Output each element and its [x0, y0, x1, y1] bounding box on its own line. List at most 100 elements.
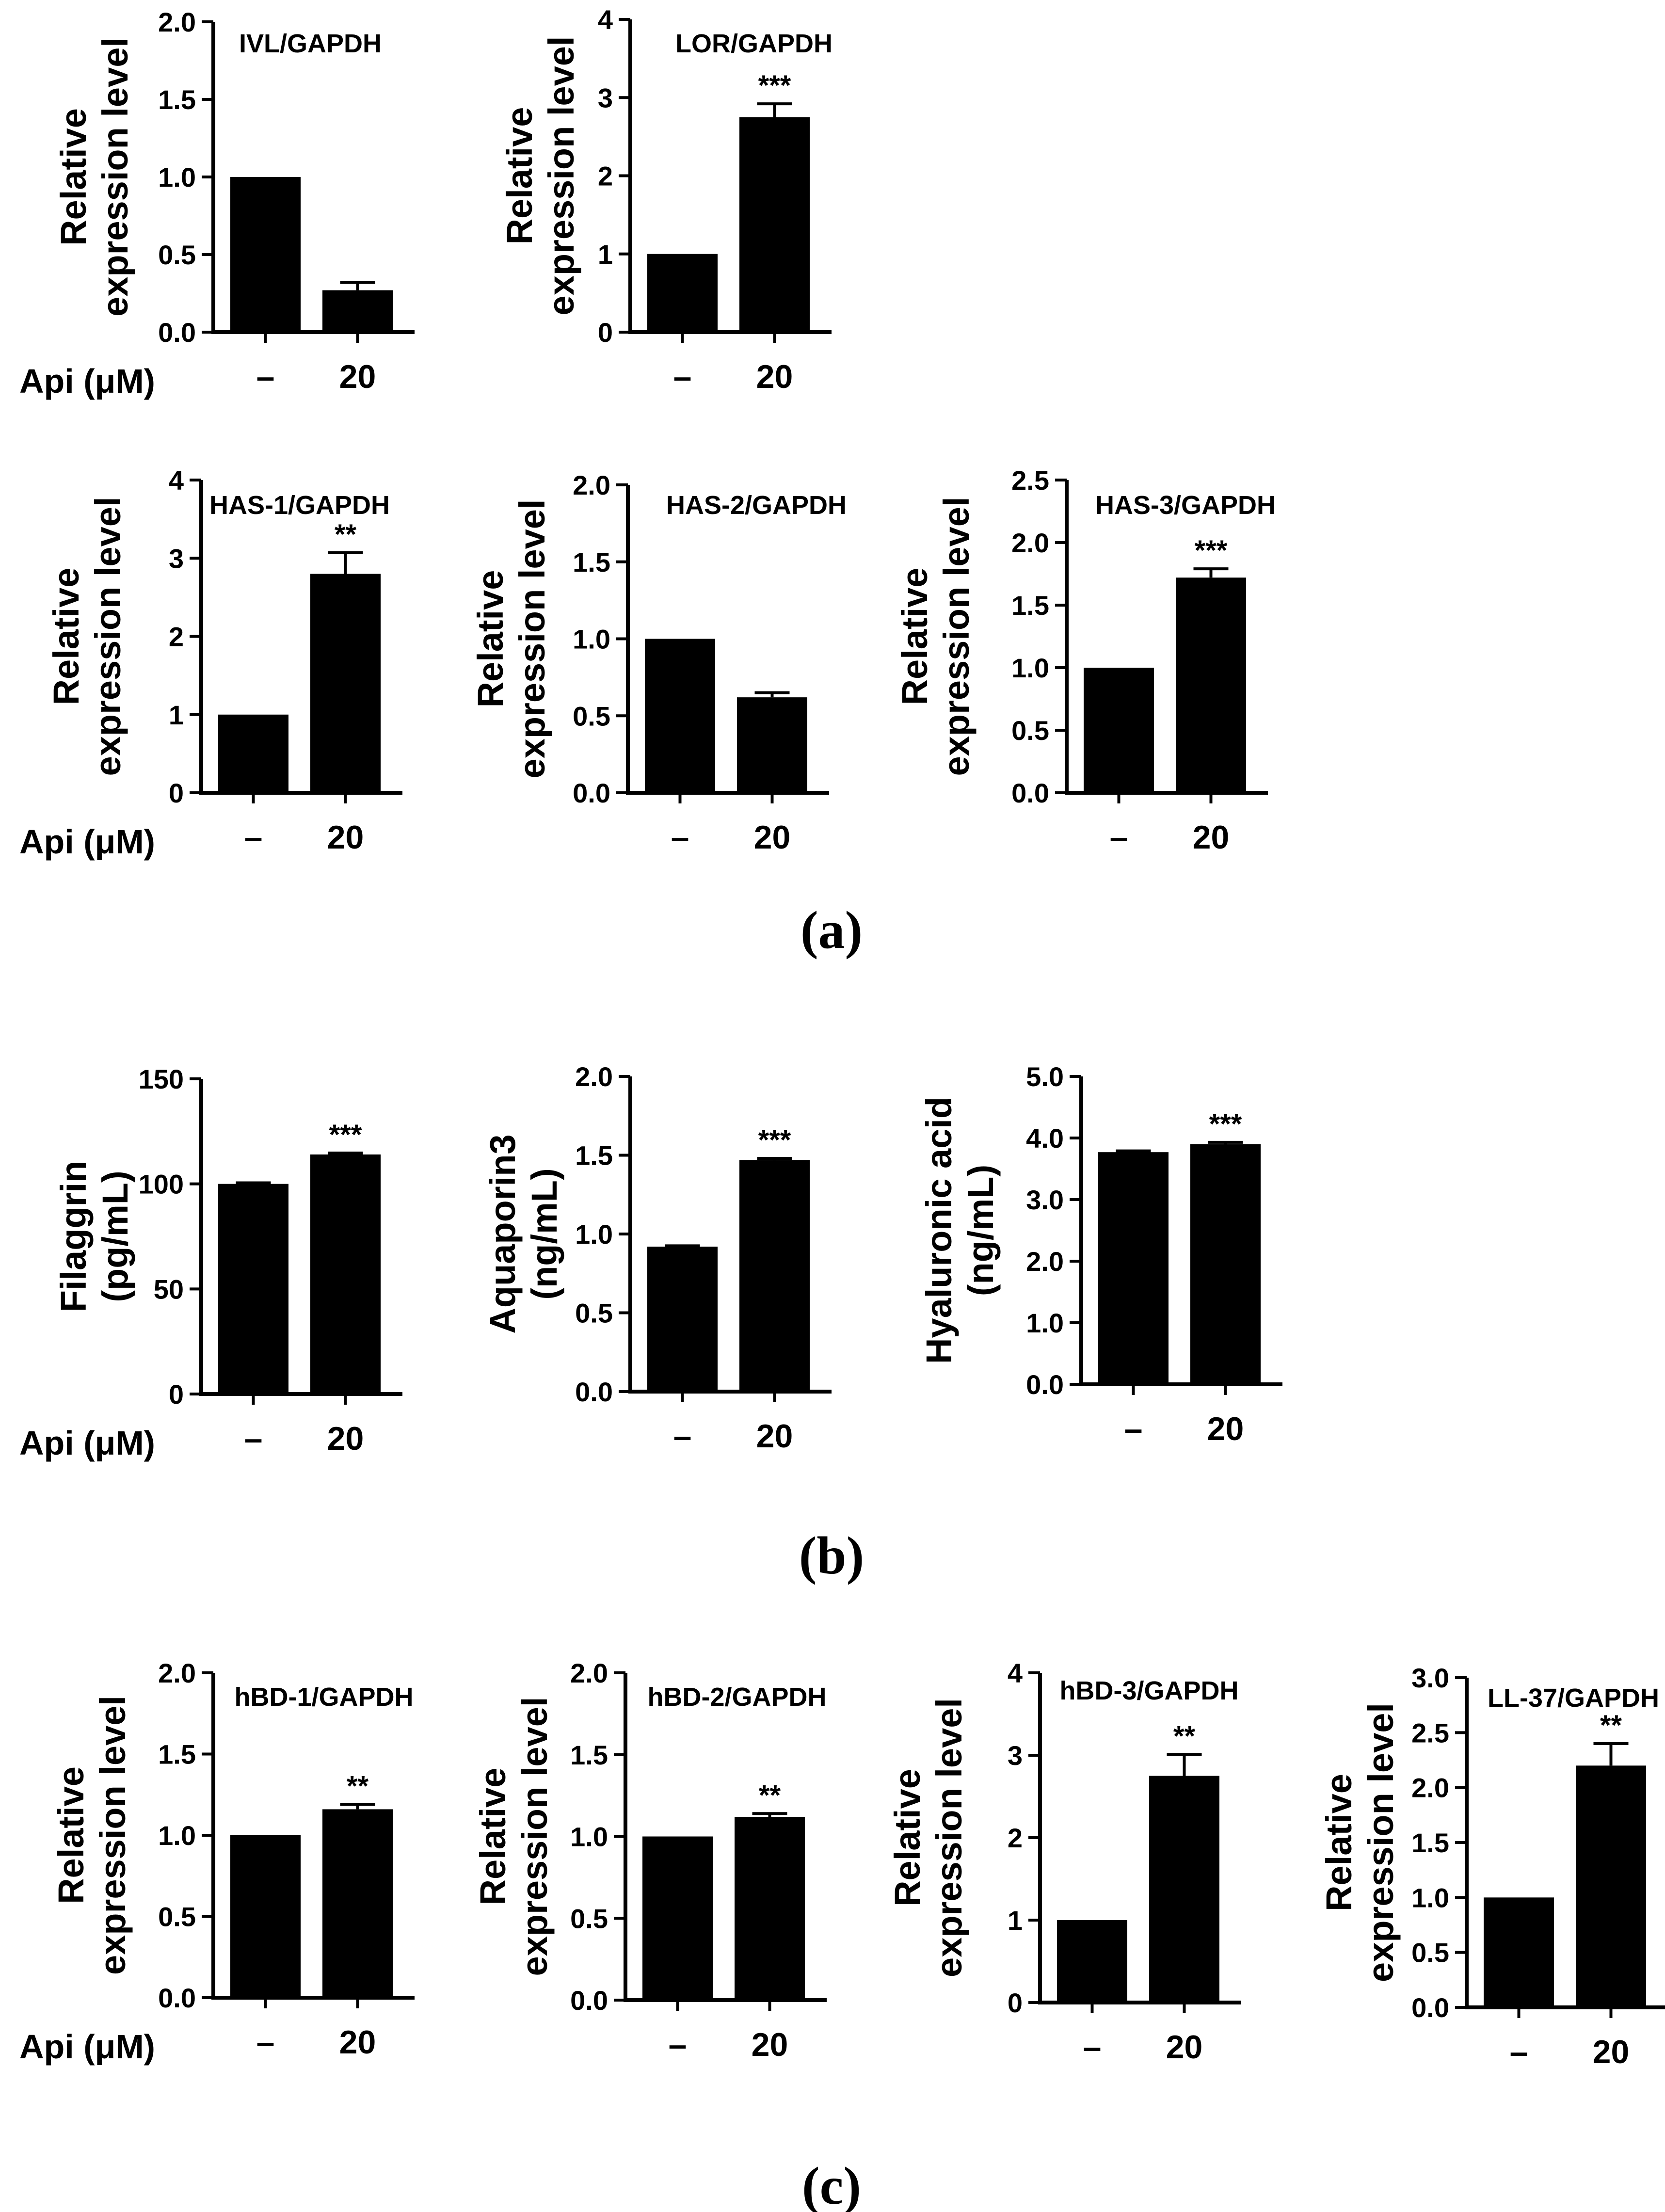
category-label: –: [673, 1418, 692, 1455]
y-tick-label: 1.0: [1011, 653, 1049, 683]
y-tick-label: 2.0: [158, 1658, 196, 1688]
bar-treated: [310, 574, 381, 793]
y-axis-label: Relativeexpression level: [473, 1697, 555, 1976]
category-label: –: [671, 819, 689, 856]
chart-title: hBD-2/GAPDH: [647, 1683, 826, 1712]
category-label: –: [244, 819, 263, 856]
chart-1: 0.0 0.5 1.0 1.5 2.0 – 20 IVL/GAPDH Relativeexpre…: [19, 7, 415, 400]
y-tick-label: 2.0: [573, 470, 610, 500]
bar-control: [1098, 1152, 1169, 1384]
y-tick-label: 2: [169, 622, 184, 652]
category-label: –: [256, 2024, 275, 2061]
y-tick-label: 4: [1008, 1658, 1023, 1688]
y-axis-label: Relativeexpression level: [470, 499, 552, 779]
y-tick-label: 3.0: [1411, 1663, 1449, 1693]
y-tick-label: 0.0: [573, 778, 610, 808]
y-tick-label: 150: [139, 1064, 184, 1094]
y-axis-label-line: Relative: [470, 570, 511, 708]
category-label: 20: [1207, 1411, 1244, 1447]
significance-marker: ***: [1209, 1108, 1242, 1140]
y-tick-label: 3: [598, 82, 613, 113]
y-tick-label: 2: [598, 161, 613, 192]
chart-9: 0.0 0.5 1.0 1.5 2.0 – 20 ** hBD-1/GAPDH Relativee…: [19, 1658, 415, 2066]
y-tick-label: 0.5: [158, 240, 196, 270]
y-axis-label: Aquaporin3(ng/mL): [482, 1134, 564, 1333]
y-tick-label: 4.0: [1026, 1123, 1064, 1154]
y-axis-label: Relativeexpression level: [51, 1696, 133, 1975]
significance-marker: **: [1173, 1720, 1196, 1752]
chart-title: LL-37/GAPDH: [1488, 1683, 1659, 1713]
y-tick-label: 1.0: [575, 1219, 613, 1250]
chart-title: hBD-1/GAPDH: [234, 1683, 413, 1712]
y-axis-label-line: expression level: [936, 497, 977, 776]
y-tick-label: 0.5: [1411, 1938, 1449, 1968]
chart-title: hBD-3/GAPDH: [1059, 1676, 1238, 1705]
bar-control: [1057, 1920, 1127, 2003]
y-tick-label: 2: [1008, 1823, 1023, 1853]
category-label: –: [1510, 2034, 1528, 2070]
significance-marker: ***: [1195, 535, 1228, 566]
y-axis-label: Hyaluronic acid(ng/mL): [919, 1097, 1001, 1364]
y-tick-label: 1: [598, 239, 613, 270]
chart-8: 0.0 1.0 2.0 3.0 4.0 5.0 – 20 *** Hyaluronic acid(…: [919, 1061, 1282, 1447]
y-tick-label: 1.5: [573, 547, 610, 577]
chart-10: 0.0 0.5 1.0 1.5 2.0 – 20 ** hBD-2/GAPDH Relativee…: [473, 1658, 827, 2063]
y-axis-label-line: Relative: [51, 1766, 91, 1904]
group-label: Api (μM): [19, 823, 155, 861]
chart-4: 0.0 0.5 1.0 1.5 2.0 – 20 HAS-2/GAPDH Relativeexp…: [470, 470, 847, 856]
y-tick-label: 2.0: [575, 1061, 613, 1092]
bar-treated: [739, 1160, 810, 1392]
bar-treated: [322, 1809, 393, 1998]
panel-label-a: (a): [800, 900, 863, 960]
y-tick-label: 1.0: [158, 1820, 196, 1851]
y-axis-label-line: Relative: [1319, 1774, 1359, 1911]
y-tick-label: 1.5: [570, 1740, 608, 1770]
significance-marker: ***: [329, 1119, 362, 1151]
bar-control: [647, 1247, 718, 1392]
category-label: 20: [1593, 2034, 1630, 2070]
category-label: –: [1110, 819, 1128, 856]
bar-control: [230, 177, 301, 332]
y-tick-label: 1.0: [1411, 1882, 1449, 1913]
y-axis-label: Relativeexpression level: [46, 497, 128, 776]
group-label: Api (μM): [19, 2028, 155, 2066]
y-axis-label-line: Relative: [473, 1768, 513, 1906]
y-tick-label: 2.0: [158, 7, 196, 37]
y-tick-label: 2.5: [1011, 465, 1049, 496]
y-tick-label: 3: [1008, 1740, 1023, 1771]
category-label: 20: [339, 2024, 376, 2061]
y-axis-label-line: expression level: [93, 1696, 133, 1975]
group-label: Api (μM): [19, 1424, 155, 1462]
group-label: Api (μM): [19, 362, 155, 400]
category-label: –: [256, 358, 275, 395]
y-tick-label: 1: [169, 700, 184, 730]
panel-label-b: (b): [799, 1526, 864, 1585]
chart-title: HAS-3/GAPDH: [1095, 491, 1276, 520]
category-label: 20: [1166, 2029, 1203, 2066]
charts-layer: 0.00.51.01.52.0– 20IVL/GAPDHRelativeexpre…: [19, 4, 1665, 2070]
y-axis-label-line: expression level: [1361, 1703, 1401, 1982]
y-axis-label: Filaggrin(pg/mL): [53, 1161, 135, 1312]
y-axis-label-line: expression level: [929, 1698, 969, 1977]
y-axis-label-line: Relative: [887, 1769, 928, 1907]
category-label: –: [1124, 1411, 1143, 1447]
y-tick-label: 0.0: [158, 1983, 196, 2013]
panel-label-c: (c): [802, 2156, 861, 2212]
y-axis-label-line: (pg/mL): [95, 1170, 135, 1302]
bar-treated: [322, 290, 393, 332]
y-axis-label-line: expression level: [95, 37, 135, 317]
y-tick-label: 0: [1008, 1988, 1023, 2018]
category-label: 20: [756, 1418, 793, 1455]
y-axis-label-line: expression level: [512, 499, 552, 779]
y-axis-label-line: (ng/mL): [524, 1168, 564, 1299]
significance-marker: **: [347, 1770, 369, 1802]
bar-treated: [1149, 1776, 1219, 2003]
y-tick-label: 0: [169, 778, 184, 808]
category-label: 20: [327, 1420, 364, 1457]
y-tick-label: 1.0: [1026, 1308, 1064, 1338]
y-axis-label-line: Hyaluronic acid: [919, 1097, 959, 1364]
y-tick-label: 4: [598, 4, 613, 35]
chart-3: 0 1 2 3 4 – 20 **HAS-1/GAPDH Relativeexpression …: [19, 465, 402, 861]
bar-control: [1084, 668, 1154, 793]
chart-7: 0.0 0.5 1.0 1.5 2.0 – 20 *** Aquaporin3(ng/mL): [482, 1061, 832, 1455]
